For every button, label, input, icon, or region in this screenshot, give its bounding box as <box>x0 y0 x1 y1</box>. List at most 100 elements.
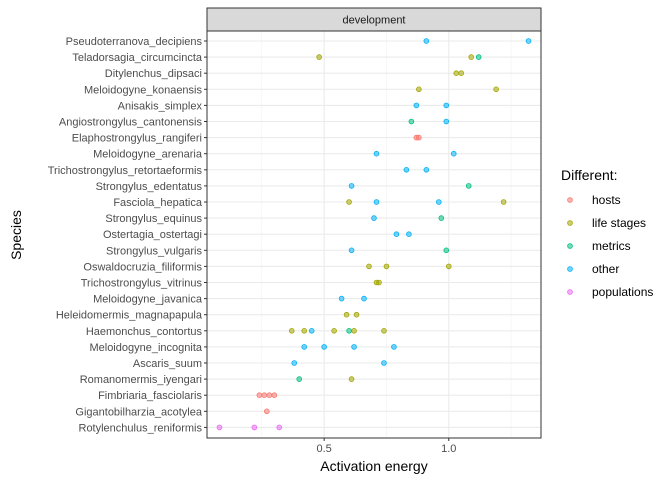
data-point <box>450 150 457 157</box>
data-point <box>288 327 295 334</box>
data-point <box>408 118 415 125</box>
data-point <box>373 199 380 205</box>
data-point <box>251 424 258 431</box>
data-point <box>436 199 442 205</box>
data-point <box>321 344 327 350</box>
data-point <box>416 134 422 141</box>
data-point <box>406 231 412 238</box>
y-tick-label: Romanomermis_iyengari <box>80 374 202 386</box>
data-point <box>266 392 273 399</box>
y-tick-label: Haemonchus_contortus <box>86 326 203 338</box>
data-point <box>381 360 387 366</box>
data-point <box>348 183 355 189</box>
data-point <box>338 295 345 302</box>
legend-label: populations <box>592 285 653 299</box>
data-point <box>296 376 303 382</box>
data-point <box>383 263 390 270</box>
data-point <box>353 311 360 318</box>
data-point <box>468 54 475 60</box>
data-point <box>371 215 377 221</box>
data-point <box>346 199 352 205</box>
legend-key <box>567 266 573 272</box>
data-point <box>493 86 499 93</box>
data-point <box>261 392 268 399</box>
data-point <box>276 424 283 431</box>
data-point <box>301 327 308 334</box>
legend-key <box>567 220 573 226</box>
data-point <box>343 311 350 318</box>
data-point <box>366 263 372 270</box>
data-point <box>264 408 270 415</box>
data-point <box>458 70 465 76</box>
data-point <box>361 295 367 302</box>
data-point <box>351 344 357 350</box>
data-point <box>373 150 380 157</box>
y-tick-label: Fimbriaria_fasciolaris <box>98 390 202 402</box>
legend-label: life stages <box>592 216 646 230</box>
legend-label: other <box>592 262 619 276</box>
data-point <box>423 167 430 173</box>
data-point <box>331 327 337 334</box>
y-tick-label: Trichostrongylus_retortaeformis <box>48 165 203 177</box>
data-point <box>348 247 355 254</box>
legend-key <box>567 197 573 203</box>
grid-lines <box>207 31 541 438</box>
data-point <box>445 263 452 270</box>
data-point <box>413 102 420 109</box>
x-axis-title: Activation energy <box>320 458 427 474</box>
legend-key <box>567 289 573 295</box>
data-point <box>423 38 430 44</box>
data-point <box>500 199 507 205</box>
legend-title: Different: <box>561 167 618 183</box>
y-tick-label: Strongylus_vulgaris <box>106 245 202 257</box>
data-point <box>525 38 532 44</box>
y-tick-label: Elaphostrongylus_rangiferi <box>72 133 202 145</box>
data-point <box>416 86 422 93</box>
y-tick-label: Teladorsagia_circumcincta <box>72 52 202 64</box>
data-point <box>256 392 263 399</box>
y-axis: Pseudoterranova_decipiens Teladorsagia_ci… <box>48 36 207 434</box>
data-point <box>443 118 450 125</box>
data-point <box>291 360 298 366</box>
y-tick-label: Ditylenchus_dipsaci <box>105 68 202 80</box>
y-tick-label: Meloidogyne_arenaria <box>93 149 203 161</box>
data-points <box>216 38 532 431</box>
legend: Different: hosts life stages metrics other p… <box>561 167 653 299</box>
data-point <box>403 167 410 173</box>
y-tick-label: Angiostrongylus_cantonensis <box>59 117 203 129</box>
x-tick-label: 1.0 <box>441 443 456 455</box>
data-point <box>216 424 223 431</box>
y-tick-label: Gigantobilharzia_acotylea <box>75 406 202 418</box>
y-tick-label: Meloidogyne_javanica <box>93 294 203 306</box>
y-tick-label: Rotylenchulus_reniformis <box>79 422 203 434</box>
y-tick-label: Ostertagia_ostertagi <box>103 229 202 241</box>
data-point <box>391 344 397 350</box>
x-tick-label: 0.5 <box>317 443 332 455</box>
y-tick-label: Trichostrongylus_vitrinus <box>81 278 203 290</box>
y-tick-label: Anisakis_simplex <box>118 100 203 112</box>
data-point <box>465 183 472 189</box>
data-point <box>443 247 450 254</box>
data-point <box>348 376 355 382</box>
y-tick-label: Heleidomermis_magnapapula <box>56 310 203 322</box>
facet-strip-label: development <box>343 15 406 27</box>
data-point <box>381 327 387 334</box>
y-tick-label: Fasciola_hepatica <box>113 197 203 209</box>
y-tick-label: Strongylus_equinus <box>105 213 202 225</box>
data-point <box>453 70 460 76</box>
y-tick-label: Meloidogyne_konaensis <box>84 84 203 96</box>
y-tick-label: Ascaris_suum <box>133 358 202 370</box>
data-point <box>438 215 445 221</box>
data-point <box>308 327 315 334</box>
data-point <box>301 344 308 350</box>
data-point <box>271 392 278 399</box>
legend-label: metrics <box>592 239 631 253</box>
y-axis-title: Species <box>8 210 24 260</box>
data-point <box>346 327 352 334</box>
x-axis: 0.5 1.0 <box>317 438 456 455</box>
data-point <box>376 279 382 286</box>
data-point <box>316 54 322 60</box>
y-tick-label: Pseudoterranova_decipiens <box>66 36 203 48</box>
data-point <box>393 231 400 238</box>
